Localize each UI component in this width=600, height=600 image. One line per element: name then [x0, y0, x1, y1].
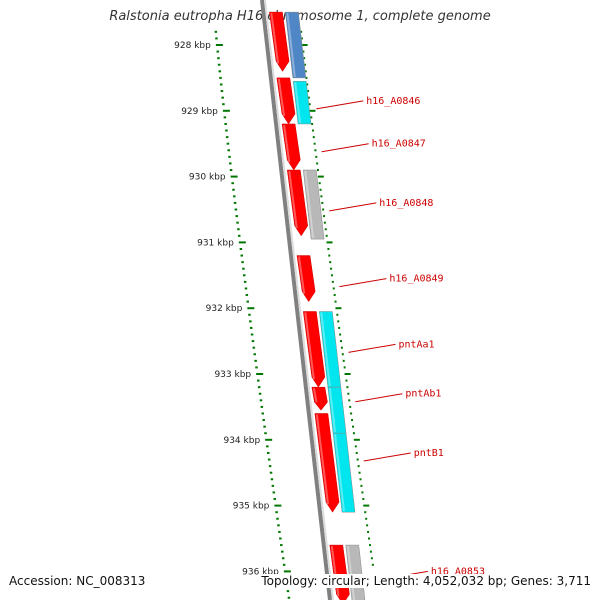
gene-label[interactable]: pntAa1: [398, 339, 434, 350]
gene-highlight: [288, 170, 298, 228]
backbone-line: [260, 0, 332, 600]
reverse-gene-box[interactable]: [292, 80, 312, 125]
gene-highlight: [297, 256, 306, 294]
map-title: Ralstonia eutropha H16 chromosome 1, com…: [109, 9, 491, 24]
gene-highlight: [286, 12, 296, 78]
forward-gene-arrow[interactable]: [314, 413, 340, 513]
kbp-scale: 928 kbp 929 kbp 930 kbp 931 kbp 932 kbp 933 k…: [174, 30, 374, 599]
kbp-label: 928 kbp: [174, 41, 211, 51]
label-leader-line: [339, 278, 387, 288]
forward-gene-arrow[interactable]: [269, 11, 290, 72]
gene-label[interactable]: h16_A0848: [379, 198, 433, 209]
forward-gene-arrow[interactable]: [303, 311, 326, 388]
kbp-label: 931 kbp: [197, 238, 234, 248]
reverse-gene-box[interactable]: [285, 11, 307, 79]
kbp-label: 936 kbp: [242, 567, 279, 577]
kbp-label: 932 kbp: [206, 304, 243, 314]
gene-track: [269, 11, 366, 600]
backbone-shadow: [264, 0, 334, 600]
forward-gene-arrow[interactable]: [286, 169, 308, 237]
gene-label[interactable]: h16_A0847: [372, 139, 426, 150]
gene-highlight: [320, 312, 331, 387]
gene-highlight: [304, 170, 315, 239]
gene-label-group: h16_A0846 h16_A0847 h16_A0848 h16_A0849 pntA…: [316, 96, 485, 580]
reverse-gene-box[interactable]: [302, 169, 325, 240]
kbp-label: 933 kbp: [214, 370, 251, 380]
kbp-label: 929 kbp: [181, 107, 218, 117]
kbp-label: 930 kbp: [189, 173, 226, 183]
kbp-label: 934 kbp: [223, 436, 260, 446]
label-leader-line: [355, 393, 403, 403]
gene-highlight: [283, 124, 291, 163]
accession-text: Accession: NC_008313: [9, 574, 146, 588]
label-leader-line: [363, 452, 411, 462]
gene-highlight: [328, 388, 337, 433]
label-leader-line: [329, 202, 377, 212]
gene-highlight: [294, 82, 302, 124]
label-leader-line: [316, 100, 364, 110]
gene-label[interactable]: pntAb1: [405, 389, 441, 400]
gene-label[interactable]: h16_A0853: [431, 566, 485, 577]
gene-label[interactable]: h16_A0849: [389, 274, 443, 285]
kbp-label: 935 kbp: [233, 502, 270, 512]
forward-gene-arrow[interactable]: [281, 123, 301, 171]
gene-label[interactable]: pntB1: [414, 448, 444, 459]
gene-highlight: [312, 387, 318, 403]
gene-label[interactable]: h16_A0846: [366, 96, 420, 107]
chromosome-backbone: [260, 0, 334, 600]
forward-gene-arrow[interactable]: [296, 255, 316, 303]
forward-gene-arrow[interactable]: [311, 386, 328, 411]
forward-gene-arrow[interactable]: [276, 77, 296, 125]
topology-text: Topology: circular; Length: 4,052,032 bp…: [259, 574, 591, 588]
reverse-gene-box[interactable]: [332, 432, 356, 513]
gene-highlight: [304, 312, 315, 380]
label-leader-line: [321, 143, 369, 153]
gene-highlight: [334, 434, 346, 512]
gene-highlight: [315, 414, 330, 505]
gene-highlight: [270, 12, 280, 64]
gene-highlight: [277, 78, 286, 117]
label-leader-line: [348, 343, 396, 353]
